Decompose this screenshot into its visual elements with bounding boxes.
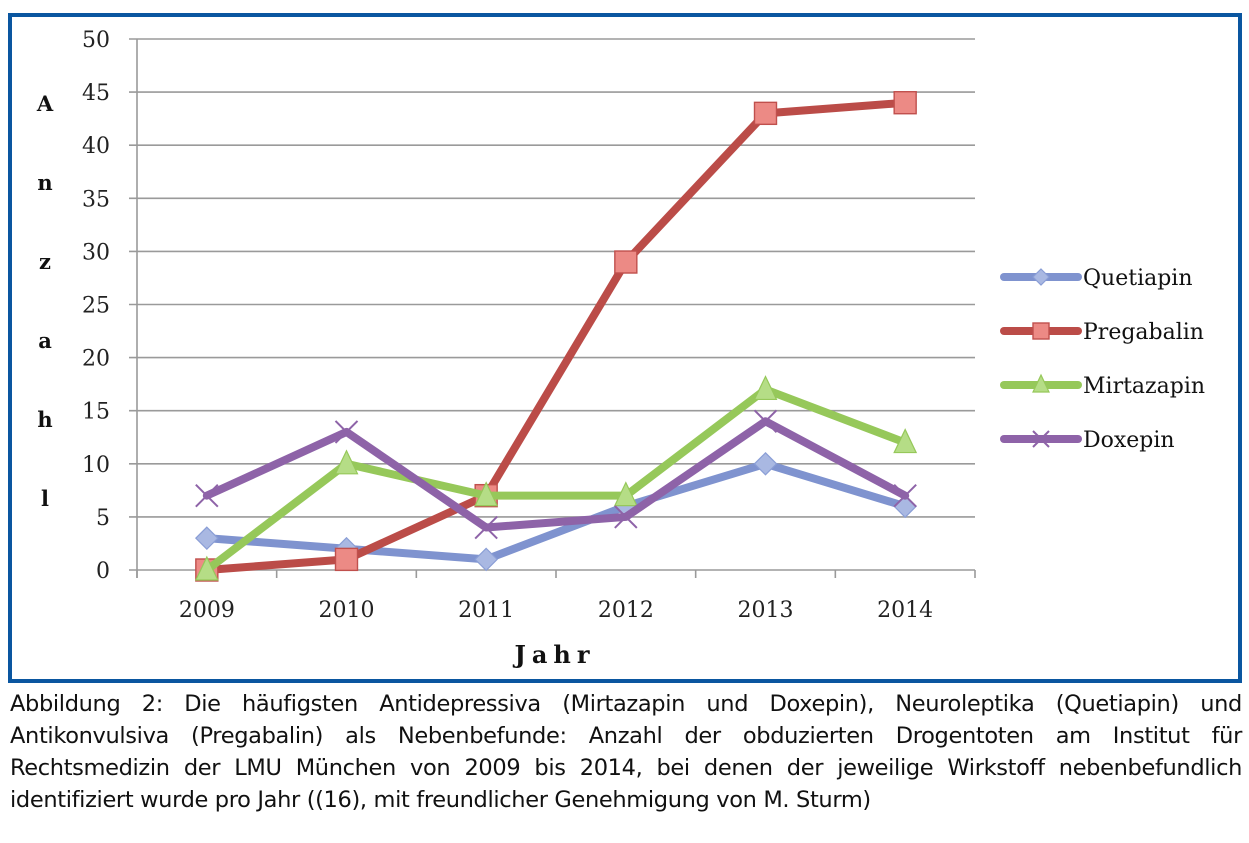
legend-label: Quetiapin [1083,266,1193,291]
y-tick-label: 30 [82,240,110,265]
y-tick-label: 40 [82,134,110,159]
marker-diamond [1032,268,1050,286]
marker-square [614,250,638,274]
marker-x [753,409,778,434]
y-axis-label-letter: h [37,407,52,432]
series-line [202,98,910,574]
series-pregabalin [195,91,917,582]
legend-item: Mirtazapin [1000,373,1205,399]
x-tick-label: 2009 [179,598,235,623]
marker-x [614,505,638,529]
y-tick-label: 20 [82,347,110,372]
series-line [202,385,910,574]
series-line [202,417,910,532]
marker-triangle [753,375,778,401]
marker-square [1032,322,1050,340]
y-axis-label-letter: a [38,328,52,353]
y-tick-labels: 0 5 10 15 20 25 30 35 40 45 50 [82,28,110,584]
legend-item: Pregabalin [1000,320,1204,345]
y-axis-label-letter: z [39,249,51,274]
y-tick-label: 0 [96,559,110,584]
y-axis-label-letter: A [36,91,54,116]
series-lines [194,91,918,582]
line-chart: 0 5 10 15 20 25 30 35 40 45 50 2009 2010 2011 2012 201… [36,28,1205,669]
y-tick-label: 5 [96,506,110,531]
marker-diamond [753,451,778,476]
y-axis-label-letter: l [41,486,49,511]
x-tick-labels: 2009 2010 2011 2012 2013 2014 [179,598,933,623]
marker-triangle [334,449,359,475]
legend-item: Quetiapin [1000,266,1193,291]
marker-x [334,420,359,444]
series-doxepin [195,409,917,540]
legend-label: Pregabalin [1083,320,1204,345]
marker-triangle [474,481,499,507]
x-tick-label: 2010 [319,598,375,623]
y-tick-label: 50 [82,28,110,53]
legend-label: Doxepin [1083,428,1175,453]
x-tick-label: 2011 [458,598,514,623]
marker-triangle [613,481,638,507]
marker-diamond [194,526,219,550]
y-tick-label: 25 [82,294,110,319]
series-quetiapin [194,451,918,572]
x-tick-label: 2012 [598,598,654,623]
y-tick-label: 10 [82,453,110,478]
legend: Quetiapin Pregabalin Mirtazapin Doxepin [1000,266,1205,453]
figure-caption: Abbildung 2: Die häufigsten Antidepressi… [10,691,1242,813]
axes [129,39,976,578]
series-line [202,459,910,564]
marker-x [474,515,498,540]
y-tick-label: 15 [82,400,110,425]
marker-x [893,483,917,508]
marker-square [753,101,778,126]
marker-x [195,483,219,508]
marker-square [893,91,917,115]
marker-diamond [474,547,499,572]
legend-label: Mirtazapin [1083,374,1205,399]
x-tick-label: 2014 [877,598,933,623]
y-axis-label-letter: n [37,170,52,195]
marker-triangle [194,555,219,581]
marker-triangle [1032,373,1050,393]
series-mirtazapin [194,375,918,581]
marker-square [334,547,359,572]
y-axis-label: An z a h l [36,91,54,511]
y-tick-label: 35 [82,187,110,212]
marker-triangle [893,428,918,454]
legend-item: Doxepin [1000,428,1175,453]
marker-x [1032,430,1050,448]
x-tick-label: 2013 [738,598,794,623]
x-axis-label: Jahr [513,640,596,669]
y-tick-label: 45 [82,81,110,106]
